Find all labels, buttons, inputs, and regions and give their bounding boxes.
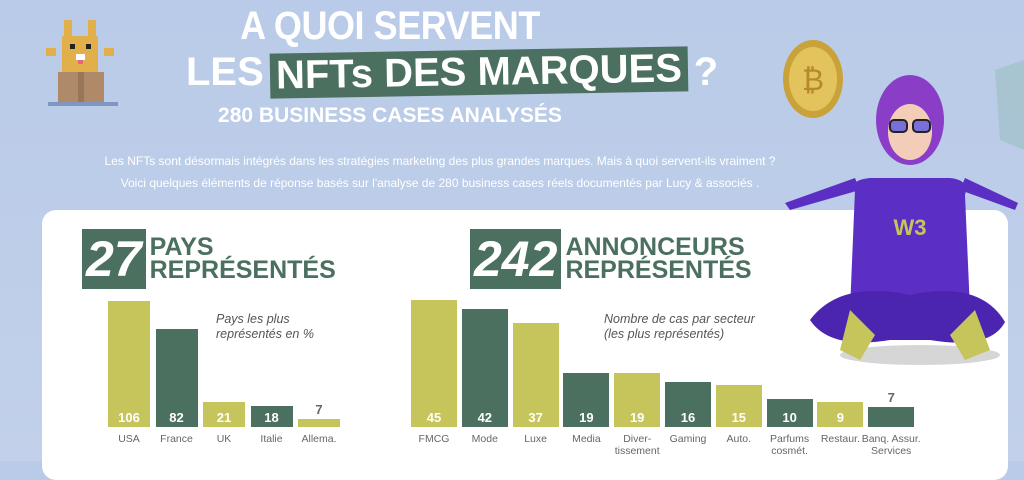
bar-banq-assur-services (868, 407, 915, 427)
category-label: Restaur. (820, 433, 860, 445)
category-label: Diver-tissement (614, 433, 660, 457)
bar-france (155, 329, 198, 427)
bar-value-label: 21 (216, 410, 232, 425)
bar-diver-tissement (614, 373, 661, 427)
pixel-cat-illustration (46, 20, 118, 106)
category-label: Banq. Assur. Services (861, 433, 921, 457)
countries-note: Pays les plus représentés en % (216, 312, 314, 342)
bar-value-label: 10 (782, 410, 797, 425)
w3-character-illustration: W3 (785, 60, 1024, 365)
bar-value-label: 18 (264, 410, 279, 425)
title-suffix: ? (693, 50, 719, 94)
advertisers-note-line2: (les plus représentés) (604, 327, 725, 341)
bar-uk (203, 402, 245, 427)
advertisers-heading: 242 ANNONCEURS REPRÉSENTÉS (470, 229, 752, 289)
advertisers-note: Nombre de cas par secteur (les plus repr… (604, 312, 755, 342)
category-label: USA (118, 433, 140, 445)
bar-value-label: 16 (680, 410, 696, 425)
bar-value-label: 42 (477, 410, 493, 425)
advertisers-heading-line1: ANNONCEURS (565, 233, 745, 261)
title-highlight: NFTs DES MARQUES (269, 46, 689, 99)
bar-parfums-cosm-t- (766, 398, 813, 427)
countries-heading-line2: REPRÉSENTÉS (149, 256, 336, 284)
svg-text:W3: W3 (894, 215, 927, 240)
countries-heading: 27 PAYS REPRÉSENTÉS (82, 229, 336, 289)
title-prefix: LES (186, 50, 264, 94)
svg-text:₿: ₿ (802, 63, 824, 98)
subtitle: 280 BUSINESS CASES ANALYSÉS (218, 104, 562, 127)
bar-value-label: 15 (731, 410, 747, 425)
countries-note-line1: Pays les plus (216, 312, 290, 326)
advertisers-heading-line2: REPRÉSENTÉS (565, 256, 752, 284)
category-label: Auto. (726, 433, 752, 445)
countries-heading-line1: PAYS (149, 233, 214, 261)
category-label: UK (216, 433, 232, 445)
advertisers-note-line1: Nombre de cas par secteur (604, 312, 755, 326)
countries-big-number: 27 (82, 229, 146, 289)
category-label: Italie (260, 433, 283, 445)
intro-text: Les NFTs sont désormais intégrés dans le… (40, 150, 840, 194)
category-label: Media (572, 433, 601, 445)
intro-line-1: Les NFTs sont désormais intégrés dans le… (104, 154, 776, 168)
bar-value-label: 82 (169, 410, 184, 425)
advertisers-big-number: 242 (470, 229, 562, 289)
bar-usa (108, 300, 150, 427)
category-label: Parfums cosmét. (770, 433, 810, 457)
bar-allema- (298, 418, 340, 427)
category-label: FMCG (418, 433, 450, 445)
bar-media (563, 373, 610, 427)
bar-value-label: 45 (426, 410, 442, 425)
bar-mode (461, 308, 508, 427)
bar-value-label: 37 (528, 410, 543, 425)
bar-value-label: 19 (579, 410, 594, 425)
bar-value-label: 106 (118, 410, 140, 425)
title-line-1: A QUOI SERVENT (240, 4, 540, 48)
bar-value-label: 7 (887, 390, 895, 406)
bar-value-label: 19 (629, 410, 645, 425)
bar-value-label: 9 (836, 410, 844, 425)
bar-gaming (665, 381, 711, 427)
bar-auto- (715, 384, 762, 427)
bar-luxe (512, 322, 559, 427)
title-line-2: LES NFTs DES MARQUES ? (186, 46, 719, 99)
bar-value-label: 7 (315, 401, 323, 417)
bar-italie (250, 405, 293, 427)
bar-restaur- (817, 401, 864, 427)
category-label: Gaming (669, 433, 707, 445)
bar-fmcg (411, 300, 457, 427)
category-label: France (160, 433, 193, 445)
countries-note-line2: représentés en % (216, 327, 314, 341)
category-label: Luxe (524, 433, 547, 445)
intro-line-2: Voici quelques éléments de réponse basés… (120, 176, 760, 190)
bitcoin-coin-illustration: ₿ (783, 40, 843, 118)
category-label: Allema. (301, 433, 337, 445)
category-label: Mode (471, 433, 498, 445)
